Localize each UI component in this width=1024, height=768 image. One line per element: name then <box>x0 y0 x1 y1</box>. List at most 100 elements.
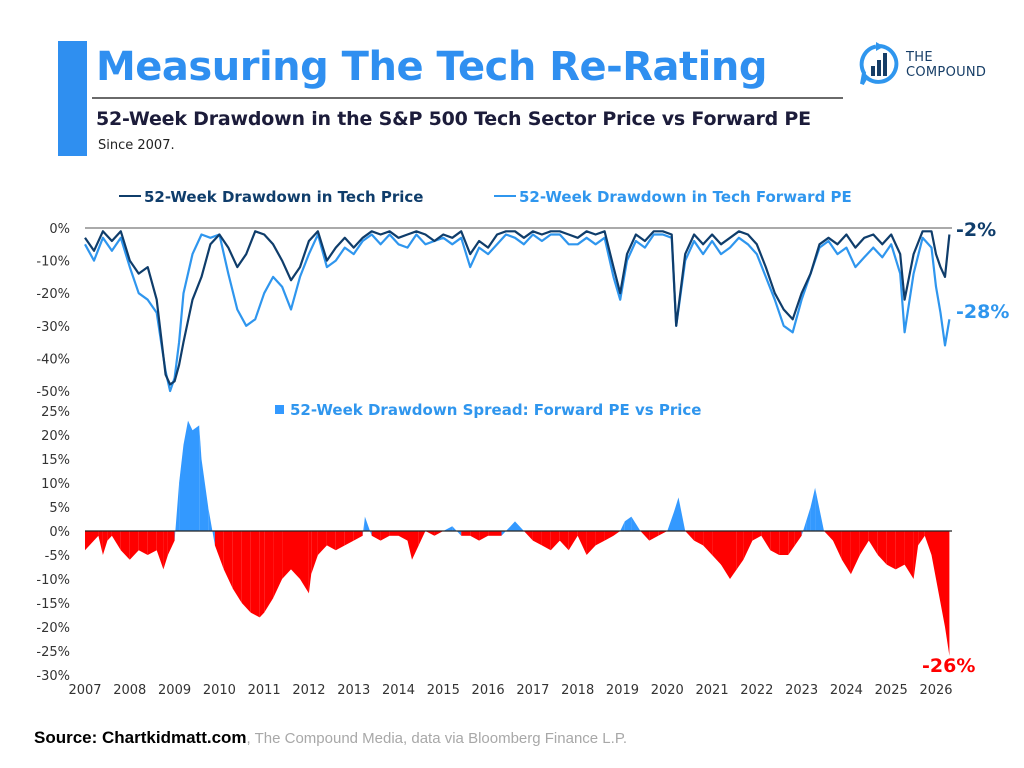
spread-negative-segment <box>712 531 721 565</box>
spread-negative-segment <box>156 531 164 570</box>
x-tick-label: 2026 <box>919 683 952 698</box>
bottom-y-tick-label: 10% <box>41 477 70 492</box>
spread-negative-segment <box>138 531 148 555</box>
title-divider <box>92 97 843 99</box>
spread-negative-segment <box>107 531 112 541</box>
spread-negative-segment <box>291 531 300 579</box>
spread-negative-segment <box>868 531 878 555</box>
spread-positive-segment <box>179 444 184 531</box>
spread-negative-segment <box>412 531 419 560</box>
spread-negative-segment <box>859 531 869 555</box>
price-drawdown-line <box>84 230 951 386</box>
spread-negative-segment <box>940 531 945 627</box>
spread-negative-segment <box>461 531 471 536</box>
spread-negative-segment <box>736 531 744 570</box>
spread-negative-segment <box>877 531 887 565</box>
source-bold: Source: Chartkidmatt.com <box>34 728 247 747</box>
bottom-y-tick-label: -25% <box>36 645 70 660</box>
x-tick-label: 2008 <box>113 683 146 698</box>
top-y-tick-label: -30% <box>36 320 70 335</box>
bottom-y-tick-label: 25% <box>41 405 70 420</box>
spread-negative-segment <box>353 531 363 541</box>
x-tick-label: 2016 <box>472 683 505 698</box>
spread-negative-segment <box>129 531 139 560</box>
spread-positive-segment <box>510 521 515 531</box>
spread-negative-segment <box>85 531 90 551</box>
top-y-tick-label: -50% <box>36 385 70 400</box>
spread-negative-segment <box>595 531 605 546</box>
spread-negative-segment <box>282 531 291 579</box>
top-y-axis: 0% -10% -20% -30% -40% -50% <box>36 222 70 400</box>
spread-positive-segment <box>815 487 824 531</box>
spread-negative-segment <box>470 531 480 541</box>
x-tick-label: 2021 <box>696 683 729 698</box>
x-tick-label: 2018 <box>561 683 594 698</box>
the-compound-logo: THE COMPOUND <box>858 42 1018 90</box>
top-y-tick-label: -40% <box>36 352 70 367</box>
spread-negative-segment <box>794 531 802 546</box>
spread-negative-segment <box>214 531 224 570</box>
compound-logo-icon <box>859 42 899 85</box>
spread-negative-segment <box>694 531 704 546</box>
spread-positive-segment <box>801 521 807 536</box>
spread-negative-segment <box>743 531 753 560</box>
spread-positive-segment <box>806 507 811 531</box>
spread-positive-segment <box>192 425 200 531</box>
spread-negative-segment <box>613 531 621 536</box>
spread-negative-segment <box>308 531 312 594</box>
spread-negative-segment <box>541 531 551 551</box>
spread-negative-segment <box>559 531 569 551</box>
spread-negative-segment <box>523 531 533 541</box>
spread-negative-segment <box>649 531 659 541</box>
spread-negative-segment <box>604 531 614 541</box>
spread-negative-segment <box>147 531 157 555</box>
page-title: Measuring The Tech Re-Rating <box>96 44 767 90</box>
spread-negative-segment <box>407 531 412 560</box>
x-tick-label: 2022 <box>740 683 773 698</box>
since-note: Since 2007. <box>98 138 175 153</box>
spread-negative-segment <box>89 531 99 546</box>
x-tick-label: 2023 <box>785 683 818 698</box>
bottom-legend: 52-Week Drawdown Spread: Forward PE vs P… <box>275 401 701 419</box>
bottom-plot-area <box>85 420 950 656</box>
spread-negative-segment <box>479 531 489 541</box>
spread-positive-segment <box>208 507 215 546</box>
spread-negative-segment <box>273 531 283 599</box>
spread-negative-segment <box>886 531 896 570</box>
spread-positive-segment <box>667 511 674 531</box>
spread-negative-segment <box>904 531 914 579</box>
spread-negative-segment <box>788 531 795 555</box>
spread-negative-segment <box>232 531 242 603</box>
spread-negative-segment <box>931 531 936 579</box>
logo-line-1: THE <box>906 50 933 65</box>
spread-negative-segment <box>163 531 168 570</box>
spread-positive-segment <box>362 516 365 536</box>
top-y-tick-label: -10% <box>36 255 70 270</box>
spread-negative-segment <box>703 531 713 555</box>
spread-negative-segment <box>418 531 426 546</box>
spread-negative-segment <box>371 531 381 541</box>
bottom-y-tick-label: 0% <box>49 525 70 540</box>
x-tick-label: 2025 <box>875 683 908 698</box>
legend-spread-swatch <box>275 405 284 414</box>
spread-negative-segment <box>264 531 274 613</box>
spread-negative-segment <box>685 531 695 541</box>
spread-positive-segment <box>183 420 188 531</box>
spread-negative-segment <box>434 531 444 536</box>
bottom-y-tick-label: -20% <box>36 621 70 636</box>
spread-negative-segment <box>167 531 175 555</box>
x-tick-label: 2017 <box>516 683 549 698</box>
bottom-y-tick-label: 5% <box>49 501 70 516</box>
spread-negative-segment <box>945 531 950 656</box>
x-tick-label: 2010 <box>203 683 236 698</box>
spread-positive-segment <box>174 483 180 541</box>
spread-negative-segment <box>924 531 932 555</box>
spread-negative-segment <box>761 531 771 551</box>
spread-positive-segment <box>674 497 679 531</box>
spread-positive-segment <box>678 497 686 531</box>
spread-negative-segment <box>98 531 103 555</box>
spread-negative-segment <box>895 531 905 570</box>
spread-positive-segment <box>624 516 632 531</box>
spread-negative-segment <box>111 531 121 551</box>
